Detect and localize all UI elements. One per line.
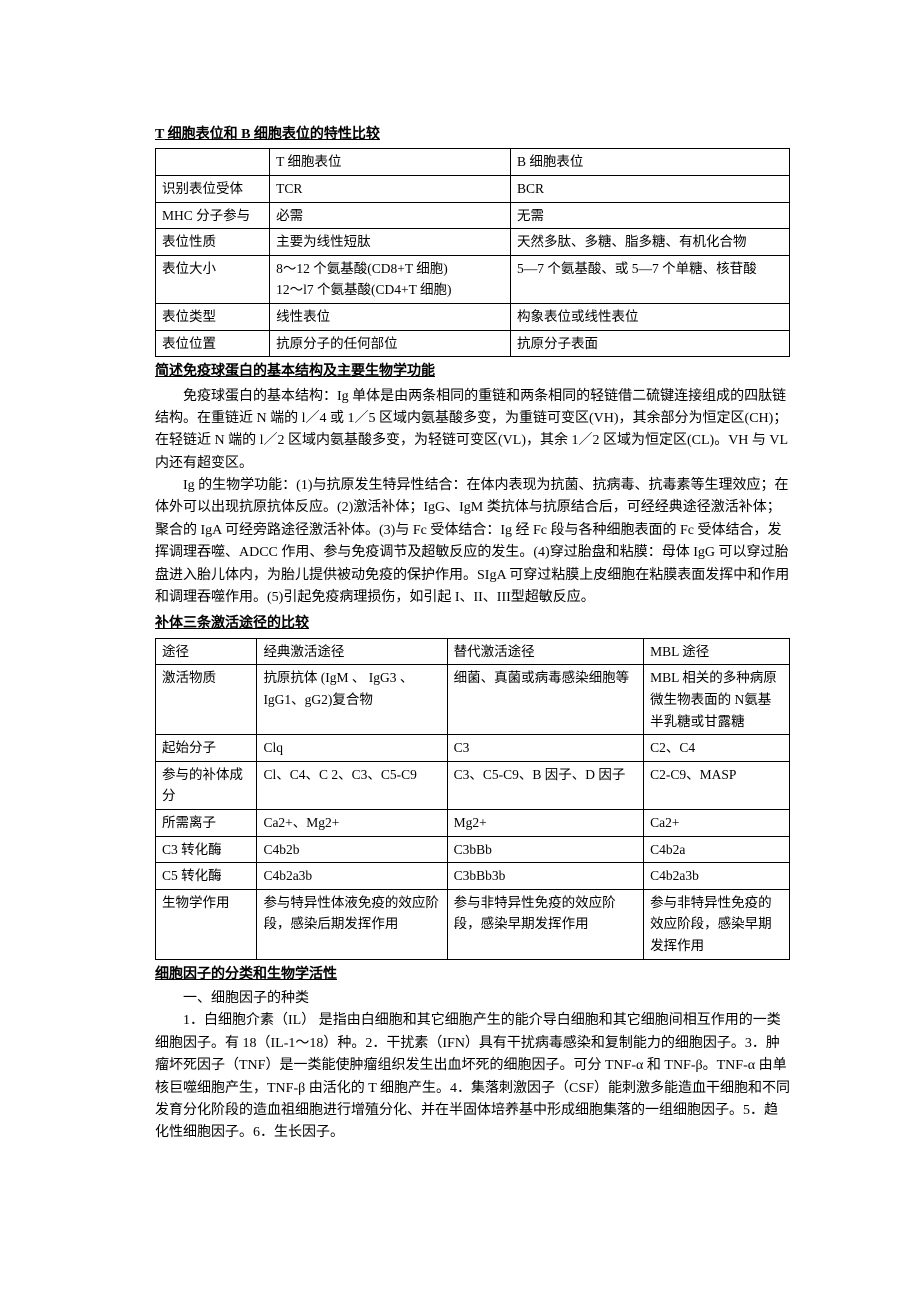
table-cell: 参与非特异性免疫的效应阶段，感染早期发挥作用 [644, 889, 790, 959]
table-cell: 8～12 个氨基酸(CD8+T 细胞) 12～l7 个氨基酸(CD4+T 细胞) [270, 255, 511, 303]
table-cell: 细菌、真菌或病毒感染细胞等 [447, 665, 644, 735]
table-row: T 细胞表位 B 细胞表位 [156, 149, 790, 176]
table-cell: Ca2+、Mg2+ [257, 809, 447, 836]
table-cell: 参与特异性体液免疫的效应阶段，感染后期发挥作用 [257, 889, 447, 959]
table-cell: Ca2+ [644, 809, 790, 836]
table-cell: MBL 途径 [644, 638, 790, 665]
table-cell: C3bBb [447, 836, 644, 863]
table-cell [156, 149, 270, 176]
table-row: 所需离子 Ca2+、Mg2+ Mg2+ Ca2+ [156, 809, 790, 836]
table-cell: Clq [257, 735, 447, 762]
table-cell: T 细胞表位 [270, 149, 511, 176]
table-row: 参与的补体成分 Cl、C4、C 2、C3、C5-C9 C3、C5-C9、B 因子… [156, 761, 790, 809]
section2-para1: 免疫球蛋白的基本结构：Ig 单体是由两条相同的重链和两条相同的轻链借二硫键连接组… [155, 386, 790, 476]
table-cell: 表位位置 [156, 330, 270, 357]
table-cell: 主要为线性短肽 [270, 229, 511, 256]
table-cell: 抗原分子的任何部位 [270, 330, 511, 357]
table-row: 表位位置 抗原分子的任何部位 抗原分子表面 [156, 330, 790, 357]
table-cell: 抗原抗体 (IgM 、 IgG3 、IgG1、gG2)复合物 [257, 665, 447, 735]
table-cell: 天然多肽、多糖、脂多糖、有机化合物 [511, 229, 790, 256]
table-cell: C4b2a3b [257, 863, 447, 890]
table-cell: C4b2a [644, 836, 790, 863]
table-cell: Mg2+ [447, 809, 644, 836]
table-row: 激活物质 抗原抗体 (IgM 、 IgG3 、IgG1、gG2)复合物 细菌、真… [156, 665, 790, 735]
section4-para1: 一、细胞因子的种类 [155, 988, 790, 1010]
table-cell: 经典激活途径 [257, 638, 447, 665]
table-cell: 表位大小 [156, 255, 270, 303]
table-cell: C3bBb3b [447, 863, 644, 890]
table-cell: 无需 [511, 202, 790, 229]
table-cell: 激活物质 [156, 665, 257, 735]
table-cell: 必需 [270, 202, 511, 229]
table-cell: C3 转化酶 [156, 836, 257, 863]
table-cell: 起始分子 [156, 735, 257, 762]
table-row: 途径 经典激活途径 替代激活途径 MBL 途径 [156, 638, 790, 665]
table-row: C3 转化酶 C4b2b C3bBb C4b2a [156, 836, 790, 863]
table-cell: C4b2a3b [644, 863, 790, 890]
table-cell: TCR [270, 175, 511, 202]
table-cell: Cl、C4、C 2、C3、C5-C9 [257, 761, 447, 809]
table-cell: 线性表位 [270, 303, 511, 330]
section4-heading: 细胞因子的分类和生物学活性 [155, 964, 790, 986]
table-cell: C2、C4 [644, 735, 790, 762]
table-cell: C2-C9、MASP [644, 761, 790, 809]
section3-heading: 补体三条激活途径的比较 [155, 613, 790, 635]
table-cell: 识别表位受体 [156, 175, 270, 202]
table-row: 表位类型 线性表位 构象表位或线性表位 [156, 303, 790, 330]
table-cell: C4b2b [257, 836, 447, 863]
table-row: C5 转化酶 C4b2a3b C3bBb3b C4b2a3b [156, 863, 790, 890]
table-complement-pathways: 途径 经典激活途径 替代激活途径 MBL 途径 激活物质 抗原抗体 (IgM 、… [155, 638, 790, 960]
table-cell: 5—7 个氨基酸、或 5—7 个单糖、核苷酸 [511, 255, 790, 303]
table-row: 起始分子 Clq C3 C2、C4 [156, 735, 790, 762]
table-cell: 替代激活途径 [447, 638, 644, 665]
table-row: 表位性质 主要为线性短肽 天然多肽、多糖、脂多糖、有机化合物 [156, 229, 790, 256]
table-cell: 抗原分子表面 [511, 330, 790, 357]
table-row: 表位大小 8～12 个氨基酸(CD8+T 细胞) 12～l7 个氨基酸(CD4+… [156, 255, 790, 303]
table-cell: C3、C5-C9、B 因子、D 因子 [447, 761, 644, 809]
table-row: 识别表位受体 TCR BCR [156, 175, 790, 202]
table-epitope-comparison: T 细胞表位 B 细胞表位 识别表位受体 TCR BCR MHC 分子参与 必需… [155, 148, 790, 357]
section2-heading: 简述免疫球蛋白的基本结构及主要生物学功能 [155, 361, 790, 383]
section2-para2: Ig 的生物学功能：(1)与抗原发生特异性结合：在体内表现为抗菌、抗病毒、抗毒素… [155, 475, 790, 609]
section1-heading: T 细胞表位和 B 细胞表位的特性比较 [155, 124, 790, 146]
table-row: MHC 分子参与 必需 无需 [156, 202, 790, 229]
table-cell: MBL 相关的多种病原微生物表面的 N氨基半乳糖或甘露糖 [644, 665, 790, 735]
table-row: 生物学作用 参与特异性体液免疫的效应阶段，感染后期发挥作用 参与非特异性免疫的效… [156, 889, 790, 959]
table-cell: 所需离子 [156, 809, 257, 836]
table-cell: C5 转化酶 [156, 863, 257, 890]
table-cell: 途径 [156, 638, 257, 665]
table-cell: 参与非特异性免疫的效应阶段，感染早期发挥作用 [447, 889, 644, 959]
table-cell: 构象表位或线性表位 [511, 303, 790, 330]
table-cell: 生物学作用 [156, 889, 257, 959]
table-cell: BCR [511, 175, 790, 202]
table-cell: MHC 分子参与 [156, 202, 270, 229]
table-cell: C3 [447, 735, 644, 762]
table-cell: B 细胞表位 [511, 149, 790, 176]
table-cell: 参与的补体成分 [156, 761, 257, 809]
table-cell: 表位类型 [156, 303, 270, 330]
table-cell: 表位性质 [156, 229, 270, 256]
section4-para2: 1．白细胞介素（IL） 是指由白细胞和其它细胞产生的能介导白细胞和其它细胞间相互… [155, 1010, 790, 1144]
